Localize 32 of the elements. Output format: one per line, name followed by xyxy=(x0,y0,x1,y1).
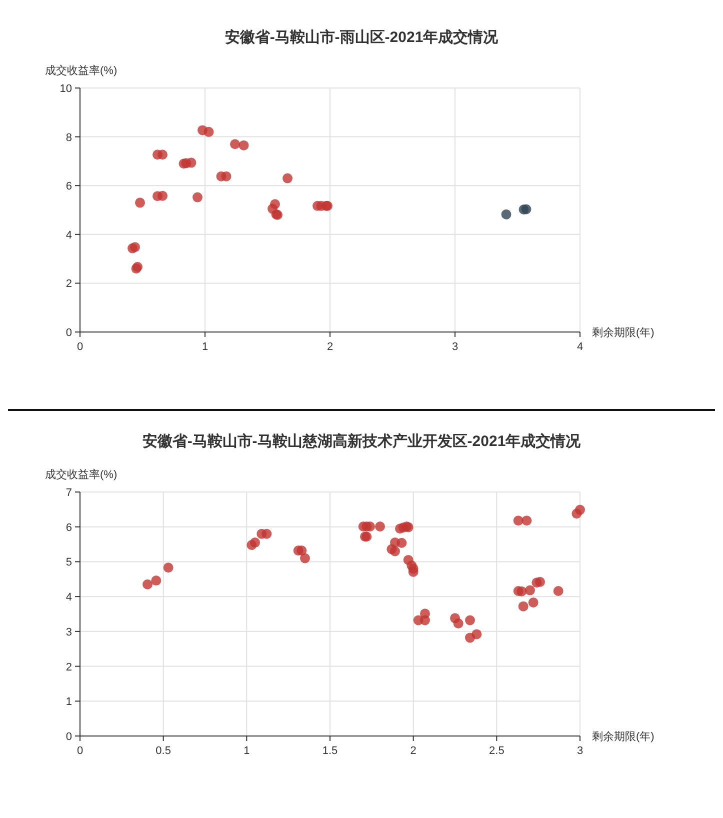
y-tick-label: 0 xyxy=(66,327,72,339)
y-tick-label: 5 xyxy=(66,556,72,569)
x-tick-label: 4 xyxy=(576,341,584,353)
y-tick-label: 10 xyxy=(60,83,72,95)
x-tick-label: 2.5 xyxy=(489,745,504,757)
x-tick-label: 3 xyxy=(576,745,584,757)
y-tick-label: 4 xyxy=(66,592,72,604)
chart-title: 安徽省-马鞍山市-马鞍山慈湖高新技术产业开发区-2021年成交情况 xyxy=(142,432,582,450)
y-tick-label: 2 xyxy=(66,278,72,290)
y-tick-label: 4 xyxy=(66,229,72,242)
x-tick-label: 2 xyxy=(410,745,416,757)
y-tick-label: 8 xyxy=(66,132,72,144)
x-tick-label: 1 xyxy=(202,341,208,353)
y-tick-label: 6 xyxy=(66,180,72,193)
x-tick-label: 0.5 xyxy=(156,745,171,757)
x-axis-title: 剩余期限(年) xyxy=(592,731,654,743)
x-tick-label: 0 xyxy=(76,341,84,353)
y-tick-label: 6 xyxy=(66,522,72,534)
y-tick-label: 7 xyxy=(66,487,72,499)
chart-title: 安徽省-马鞍山市-雨山区-2021年成交情况 xyxy=(224,28,500,46)
x-tick-label: 1 xyxy=(244,745,250,757)
y-tick-label: 3 xyxy=(66,626,72,638)
x-tick-label: 0 xyxy=(76,745,84,757)
y-axis-title: 成交收益率(%) xyxy=(45,64,118,77)
x-tick-label: 2 xyxy=(326,341,334,353)
x-axis-title: 剩余期限(年) xyxy=(592,327,654,339)
x-tick-label: 3 xyxy=(452,341,458,353)
y-axis-title: 成交收益率(%) xyxy=(45,468,118,481)
y-tick-label: 2 xyxy=(66,661,72,674)
y-tick-label: 0 xyxy=(66,731,72,743)
y-tick-label: 1 xyxy=(66,696,72,708)
x-tick-label: 1.5 xyxy=(322,745,338,757)
